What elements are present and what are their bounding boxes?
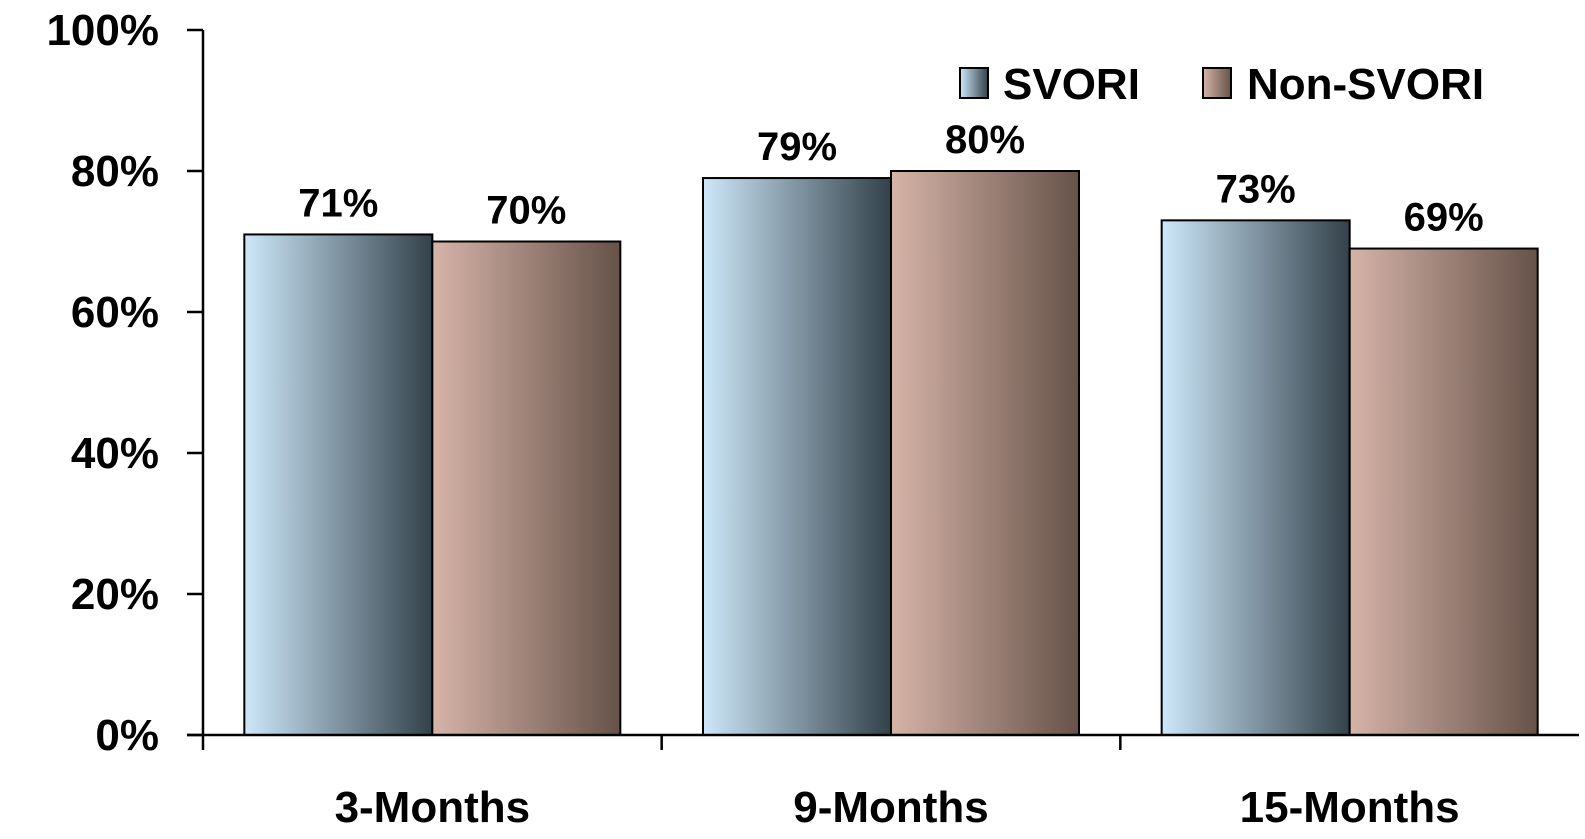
- bar-non-svori-15-months: [1348, 247, 1539, 737]
- y-tick-label-40: 40%: [71, 429, 159, 478]
- y-tick-label-20: 20%: [71, 570, 159, 619]
- legend: SVORI Non-SVORI: [959, 60, 1484, 109]
- y-tick-label-100: 100%: [46, 6, 159, 55]
- y-tick-label-80: 80%: [71, 147, 159, 196]
- legend-label-non-svori: Non-SVORI: [1247, 60, 1484, 109]
- bar-svori-3-months: [243, 233, 434, 736]
- data-label-svori-9-months: 79%: [757, 125, 837, 169]
- legend-swatch-non-svori: [1202, 67, 1232, 99]
- data-label-non-svori-9-months: 80%: [945, 118, 1025, 162]
- legend-swatch-svori: [959, 67, 989, 99]
- x-tick-label-9-months: 9-Months: [793, 783, 989, 832]
- legend-label-svori: SVORI: [1003, 60, 1140, 109]
- data-label-svori-3-months: 71%: [298, 181, 378, 225]
- y-tick-label-0: 0%: [95, 711, 159, 760]
- bar-non-svori-9-months: [890, 170, 1080, 736]
- y-tick-label-60: 60%: [71, 288, 159, 337]
- bar-non-svori-3-months: [431, 240, 622, 736]
- data-label-svori-15-months: 73%: [1216, 167, 1296, 211]
- data-label-non-svori-15-months: 69%: [1404, 196, 1484, 240]
- bar-svori-15-months: [1160, 219, 1351, 737]
- x-tick-label-15-months: 15-Months: [1240, 783, 1460, 832]
- x-tick-label-3-months: 3-Months: [335, 783, 531, 832]
- bar-svori-9-months: [702, 177, 892, 737]
- data-label-non-svori-3-months: 70%: [486, 189, 566, 233]
